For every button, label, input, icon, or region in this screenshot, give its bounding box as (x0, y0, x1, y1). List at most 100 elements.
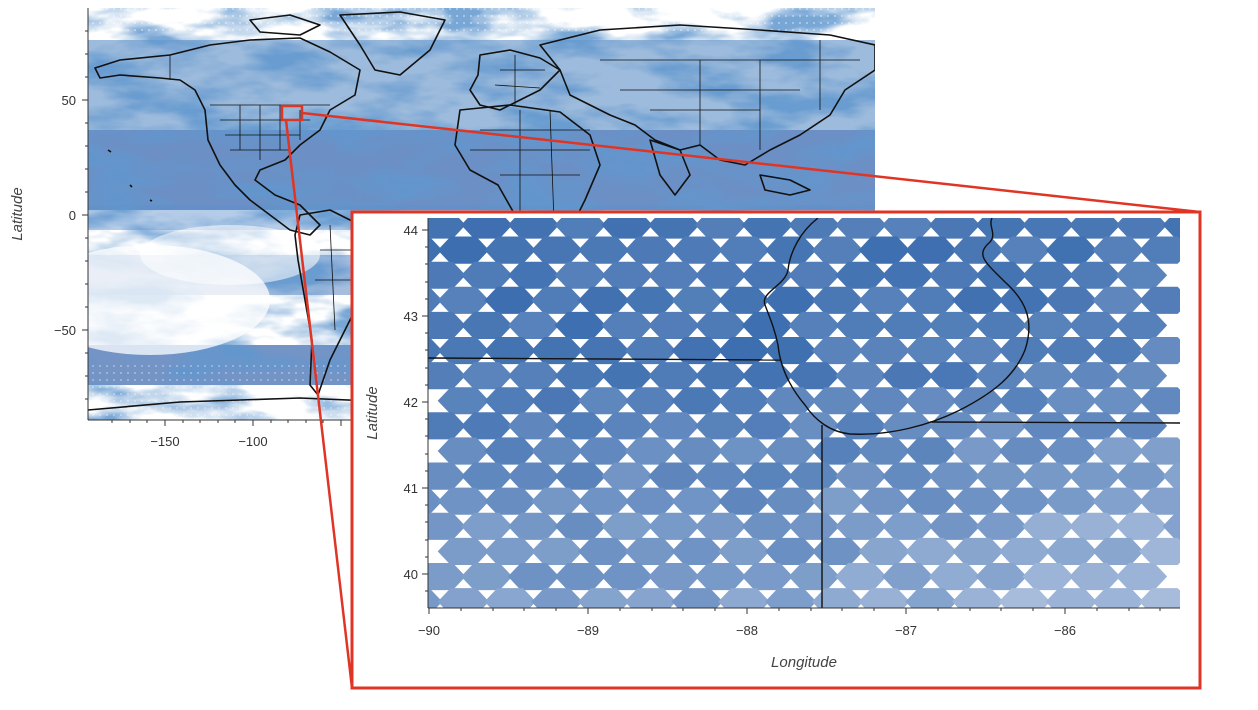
hex-cell (1115, 218, 1168, 239)
hex-cell (858, 286, 910, 314)
hex-cell (554, 512, 606, 540)
hex-cell (507, 362, 560, 390)
hex-cell (788, 218, 840, 239)
hex-cell (1162, 512, 1180, 540)
hex-cell (765, 286, 817, 314)
hex-cell (578, 588, 630, 608)
hex-cell (624, 337, 677, 365)
hex-cell (671, 286, 723, 314)
hex-cell (554, 563, 606, 591)
hex-cell (671, 437, 723, 465)
hex-cell (1092, 437, 1144, 465)
hex-cell (694, 261, 747, 289)
hex-cell (1069, 261, 1121, 289)
hex-cell (788, 311, 840, 339)
hex-cell (485, 689, 536, 710)
hex-cell (788, 362, 840, 390)
hex-cell (1022, 462, 1074, 490)
hex-cell (428, 512, 466, 540)
hex-cell (624, 286, 677, 314)
hex-cell (1115, 512, 1168, 540)
hex-cell (788, 563, 840, 591)
hex-cell (1022, 362, 1074, 390)
hex-cell (694, 311, 747, 339)
hex-cell (1092, 487, 1144, 515)
hex-cell (428, 218, 466, 239)
hex-cell (952, 689, 1003, 710)
hex-cell (1139, 487, 1180, 515)
hex-cell (507, 462, 560, 490)
hex-cell (461, 261, 513, 289)
overview-x-tick-label: −100 (238, 434, 267, 449)
hex-cell (952, 236, 1004, 264)
hex-cell (718, 286, 770, 314)
hex-cell (671, 236, 723, 264)
hex-cell (1092, 689, 1143, 710)
hex-cell (1069, 218, 1121, 239)
hex-cell (428, 462, 466, 490)
hex-cell (601, 362, 653, 390)
hex-cell (835, 462, 887, 490)
hex-cell (811, 537, 864, 565)
hex-cell (671, 387, 723, 415)
hex-cell (882, 563, 934, 591)
hex-cell (1045, 487, 1097, 515)
hex-cell (428, 236, 443, 264)
hex-cell (1069, 412, 1121, 440)
hex-cell (1045, 236, 1097, 264)
inset-y-tick-label: 44 (404, 223, 418, 238)
hex-cell (554, 218, 606, 239)
hex-cell (578, 337, 630, 365)
inset-y-ticks (422, 229, 428, 592)
hex-cell (461, 563, 513, 591)
hex-cell (928, 362, 981, 390)
hex-cell (765, 689, 816, 710)
hex-cell (531, 487, 583, 515)
hex-cell (1092, 337, 1144, 365)
inset-y-tick-label: 40 (404, 567, 418, 582)
hex-cell (905, 437, 957, 465)
hex-cell (1139, 437, 1180, 465)
hexagon-cells (428, 218, 1180, 710)
hex-cell (428, 261, 466, 289)
hex-cell (624, 537, 677, 565)
hex-cell (1022, 218, 1074, 239)
hex-cell (531, 286, 583, 314)
hex-cell (952, 588, 1004, 608)
hex-cell (718, 387, 770, 415)
hex-cell (437, 537, 489, 565)
hex-cell (601, 261, 653, 289)
hex-cell (1045, 588, 1097, 608)
hex-cell (811, 437, 864, 465)
hex-cell (428, 487, 443, 515)
hex-cell (905, 588, 957, 608)
hex-cell (765, 236, 817, 264)
hex-cell (741, 311, 793, 339)
hex-cell (905, 387, 957, 415)
hex-cell (788, 412, 840, 440)
hex-cell (1046, 689, 1097, 710)
overview-x-ticks (111, 420, 342, 426)
hex-cell (835, 362, 887, 390)
hex-cell (438, 689, 489, 710)
hex-cell (928, 462, 981, 490)
hex-cell (858, 537, 910, 565)
hex-cell (718, 437, 770, 465)
hex-cell (428, 311, 466, 339)
hex-cell (428, 588, 443, 608)
hex-cell (428, 563, 466, 591)
hex-cell (1092, 286, 1144, 314)
hex-cell (1139, 286, 1180, 314)
hex-cell (1022, 512, 1074, 540)
hex-cell (648, 261, 700, 289)
hex-cell (648, 412, 700, 440)
hex-cell (741, 462, 793, 490)
hex-cell (671, 337, 723, 365)
hex-cell (1045, 387, 1097, 415)
hex-cell (531, 588, 583, 608)
hex-cell (648, 462, 700, 490)
hex-cell (437, 286, 489, 314)
hex-cell (835, 261, 887, 289)
hex-cell (811, 337, 864, 365)
hex-cell (952, 437, 1004, 465)
